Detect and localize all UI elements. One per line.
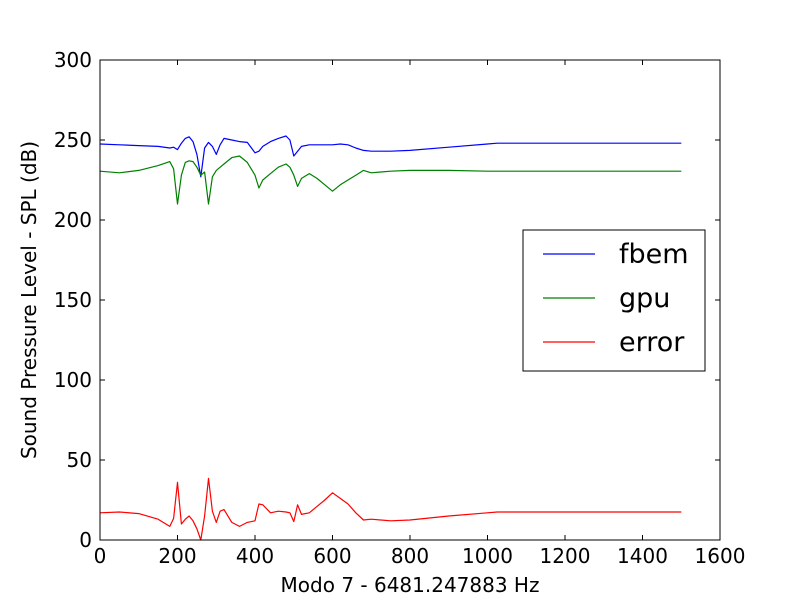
series-line-error [99, 477, 682, 541]
series-line-gpu [99, 155, 682, 205]
y-tick-label: 50 [67, 448, 92, 472]
y-tick-label: 300 [54, 48, 92, 72]
x-tick-label: 400 [236, 544, 274, 568]
x-tick-label: 1600 [695, 544, 746, 568]
y-tick-label: 100 [54, 368, 92, 392]
y-tick-label: 200 [54, 208, 92, 232]
y-tick-label: 150 [54, 288, 92, 312]
x-tick-label: 200 [158, 544, 196, 568]
x-tick-label: 600 [313, 544, 351, 568]
legend-label-error: error [619, 327, 685, 358]
series-line-fbem [99, 135, 682, 178]
x-axis-label: Modo 7 - 6481.247883 Hz [281, 573, 540, 597]
legend-label-fbem: fbem [619, 239, 689, 270]
x-tick-label: 1200 [540, 544, 591, 568]
axis-ticks: 0 200 400 600 800 1000 1200 1400 1600 0 50 100 150 20… [54, 48, 746, 568]
x-tick-label: 1400 [617, 544, 668, 568]
x-tick-label: 1000 [462, 544, 513, 568]
plot-area [99, 135, 682, 541]
x-tick-label: 0 [94, 544, 107, 568]
y-tick-label: 0 [79, 528, 92, 552]
x-tick-label: 800 [391, 544, 429, 568]
y-axis-label: Sound Pressure Level - SPL (dB) [17, 141, 41, 459]
legend-label-gpu: gpu [619, 283, 670, 314]
y-tick-label: 250 [54, 128, 92, 152]
legend: fbem gpu error [522, 229, 706, 372]
